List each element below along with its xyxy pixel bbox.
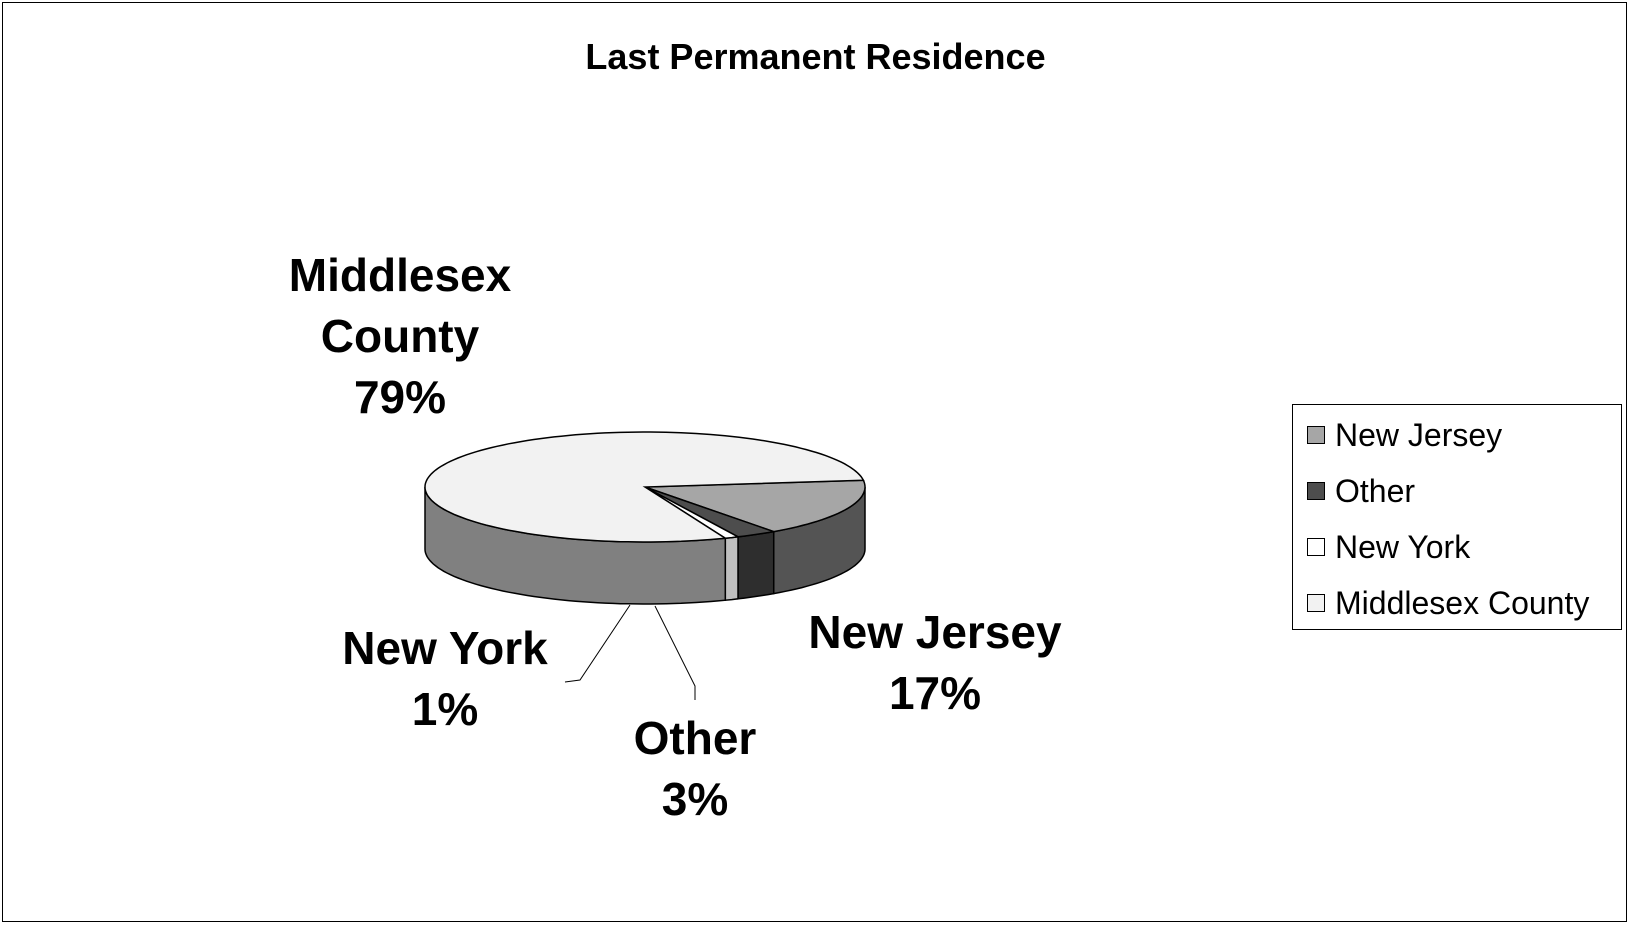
legend-label-middlesex-county: Middlesex County	[1335, 584, 1590, 621]
legend-label-other: Other	[1335, 472, 1416, 509]
chart-title: Last Permanent Residence	[585, 36, 1046, 77]
legend: New Jersey Other New York Middlesex Coun…	[1292, 404, 1622, 630]
pie-side-other	[737, 530, 775, 600]
slice-label-new-york: New York 1%	[342, 622, 548, 735]
pie-slice-new-jersey	[644, 479, 866, 533]
legend-item-new-york: New York	[1307, 527, 1470, 567]
legend-swatch-new-york	[1307, 538, 1325, 556]
legend-label-new-york: New York	[1335, 528, 1471, 565]
slice-label-new-jersey: New Jersey 17%	[808, 606, 1062, 719]
pie-slice-middlesex-county	[424, 431, 865, 543]
legend-item-new-jersey: New Jersey	[1307, 415, 1502, 455]
legend-swatch-middlesex-county	[1307, 594, 1325, 612]
slice-label-middlesex-county: Middlesex County 79%	[288, 249, 512, 423]
legend-swatch-new-jersey	[1307, 426, 1325, 444]
legend-swatch-other	[1307, 482, 1325, 500]
leader-line-other	[654, 605, 696, 700]
legend-item-middlesex-county: Middlesex County	[1307, 583, 1589, 623]
pie-slice-other	[644, 486, 777, 538]
leader-line-new-york	[564, 604, 631, 683]
legend-label-new-jersey: New Jersey	[1335, 416, 1503, 453]
legend-item-other: Other	[1307, 471, 1415, 511]
slice-label-other: Other 3%	[633, 712, 757, 825]
pie-side-new-york	[724, 535, 739, 602]
